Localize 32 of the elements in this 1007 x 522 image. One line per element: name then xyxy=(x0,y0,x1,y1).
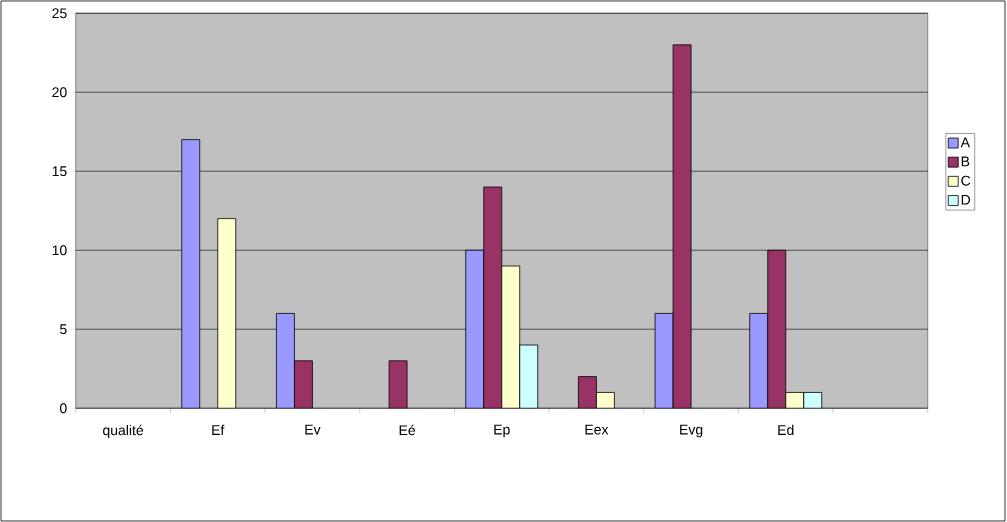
bar xyxy=(465,249,485,409)
legend-label: A xyxy=(960,137,970,148)
x-tick-label: Evg xyxy=(680,424,703,438)
bar xyxy=(785,392,805,409)
y-tick-label: 0 xyxy=(59,403,67,414)
bar xyxy=(596,392,615,409)
y-tick-label: 10 xyxy=(52,245,67,256)
x-tick-label: Eex xyxy=(585,424,609,435)
y-tick-label: 15 xyxy=(52,166,67,177)
bar xyxy=(483,186,503,409)
legend-label: C xyxy=(961,175,971,186)
bar xyxy=(767,249,787,409)
x-tick-label: Eé xyxy=(399,424,416,436)
x-tick-label: Ef xyxy=(212,424,225,435)
legend-label: D xyxy=(961,194,971,205)
bar xyxy=(501,265,521,409)
bar xyxy=(276,313,295,409)
bar xyxy=(803,392,823,409)
y-tick-label: 20 xyxy=(52,87,67,98)
bar xyxy=(749,313,769,409)
bar xyxy=(217,218,237,409)
bar xyxy=(519,344,539,409)
y-tick-label: 25 xyxy=(52,8,67,19)
y-tick-label: 5 xyxy=(60,324,67,335)
bar xyxy=(578,376,597,409)
bar xyxy=(181,139,201,409)
x-tick-label: qualité xyxy=(103,424,144,438)
legend-label: B xyxy=(961,156,970,167)
x-tick-label: Ev xyxy=(305,424,321,435)
x-tick-label: Ep xyxy=(494,424,510,438)
bar xyxy=(294,360,313,409)
x-tick-label: Ed xyxy=(778,424,794,436)
